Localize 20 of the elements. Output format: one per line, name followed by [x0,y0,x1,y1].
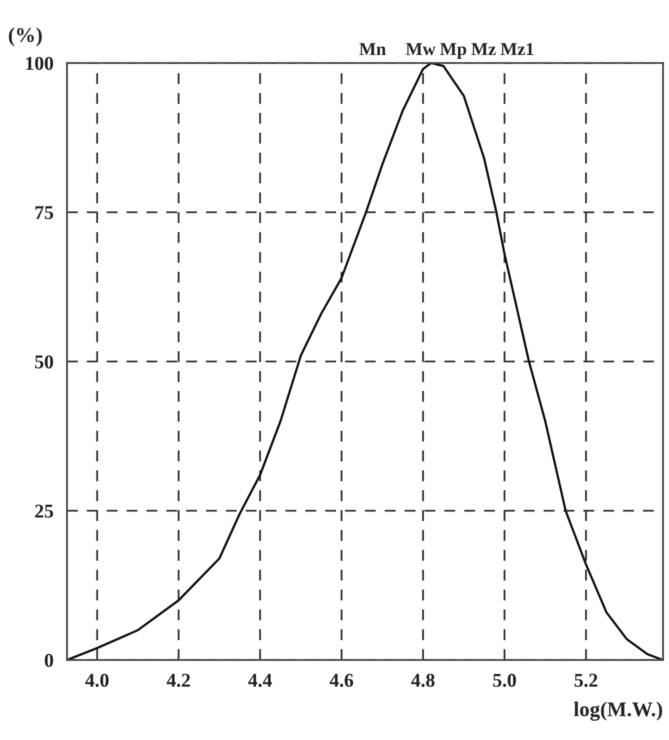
text: Mz1 [500,43,534,55]
x-tick-label: 4.2 [166,674,190,687]
y-tick-label: 25 [35,504,54,518]
x-tick-label: 4.8 [411,674,435,687]
x-tick-label: 5.2 [574,674,598,687]
line-series [67,63,663,660]
y-axis-title: (%) [8,27,42,46]
text: Mp [440,43,466,59]
y-tick-label: 75 [35,206,54,220]
x-tick-label: 4.4 [248,674,272,687]
text: Mz [471,43,496,55]
y-tick-label: 50 [35,355,54,368]
text: Mn [359,43,386,55]
text: Mw [406,43,436,56]
y-tick-label: 100 [26,56,54,70]
y-tick-label: 0 [44,654,54,667]
x-tick-label: 4.0 [85,674,109,687]
x-axis-title: log(M.W.) [574,702,662,721]
x-tick-label: 5.0 [493,674,516,687]
x-tick-label: 4.6 [330,674,354,687]
